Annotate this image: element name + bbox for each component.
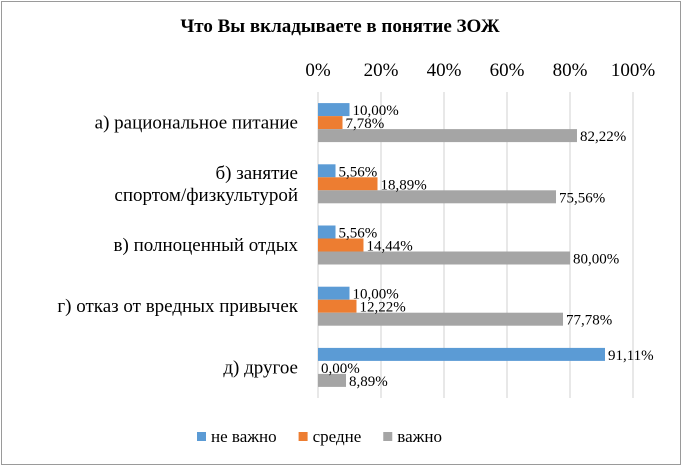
bar <box>318 190 557 204</box>
x-tick-label: 60% <box>490 60 525 81</box>
data-labels: 10,00%7,78%82,22%5,56%18,89%75,56%5,56%1… <box>321 103 654 390</box>
legend-swatch <box>383 432 393 441</box>
data-label: 8,89% <box>349 374 388 390</box>
bar <box>318 103 350 117</box>
bar <box>318 177 378 191</box>
data-label: 5,56% <box>339 164 378 180</box>
x-tick-label: 20% <box>364 60 399 81</box>
x-tick-label: 100% <box>611 60 656 81</box>
bar <box>318 225 336 239</box>
data-label: 91,11% <box>608 348 654 364</box>
data-label: 77,78% <box>566 313 612 329</box>
bar <box>318 373 347 387</box>
data-label: 14,44% <box>366 239 412 255</box>
data-label: 0,00% <box>321 361 360 377</box>
x-tick-label: 0% <box>305 60 331 81</box>
bar <box>318 299 357 313</box>
legend-label: не важно <box>211 427 277 446</box>
category-label: д) другое <box>223 357 298 378</box>
category-label: спортом/физкультурой <box>114 185 298 206</box>
data-label: 18,89% <box>381 177 427 193</box>
bar <box>318 251 570 265</box>
data-label: 82,22% <box>580 129 626 145</box>
x-tick-label: 80% <box>553 60 588 81</box>
data-label: 10,00% <box>353 287 399 303</box>
legend-label: важно <box>397 427 442 446</box>
data-label: 12,22% <box>359 300 405 316</box>
data-label: 10,00% <box>353 103 399 119</box>
data-label: 75,56% <box>559 190 605 206</box>
bar <box>318 238 364 252</box>
legend-label: средне <box>313 427 362 446</box>
category-label: г) отказ от вредных привычек <box>57 296 298 317</box>
x-axis-ticks: 0% 20% 40% 60% 80% 100% <box>305 60 655 81</box>
bar <box>318 312 564 326</box>
bar <box>318 129 577 143</box>
category-label: б) занятие <box>216 163 299 184</box>
bar <box>318 347 605 361</box>
bars <box>318 103 605 387</box>
bar <box>318 164 336 178</box>
legend: не важно средне важно <box>197 427 442 446</box>
bar <box>318 286 350 300</box>
category-label: а) рациональное питание <box>95 113 298 134</box>
category-label: в) полноценный отдых <box>114 235 299 256</box>
legend-swatch <box>197 432 206 441</box>
data-label: 7,78% <box>346 116 385 132</box>
bar <box>318 116 343 130</box>
gridlines <box>317 92 634 398</box>
chart-title: Что Вы вкладываете в понятие ЗОЖ <box>180 16 500 37</box>
x-tick-label: 40% <box>427 60 462 81</box>
data-label: 5,56% <box>339 226 378 242</box>
category-labels: а) рациональное питание б) занятиеспортом… <box>57 113 298 379</box>
legend-swatch <box>298 432 308 441</box>
data-label: 80,00% <box>573 252 619 268</box>
